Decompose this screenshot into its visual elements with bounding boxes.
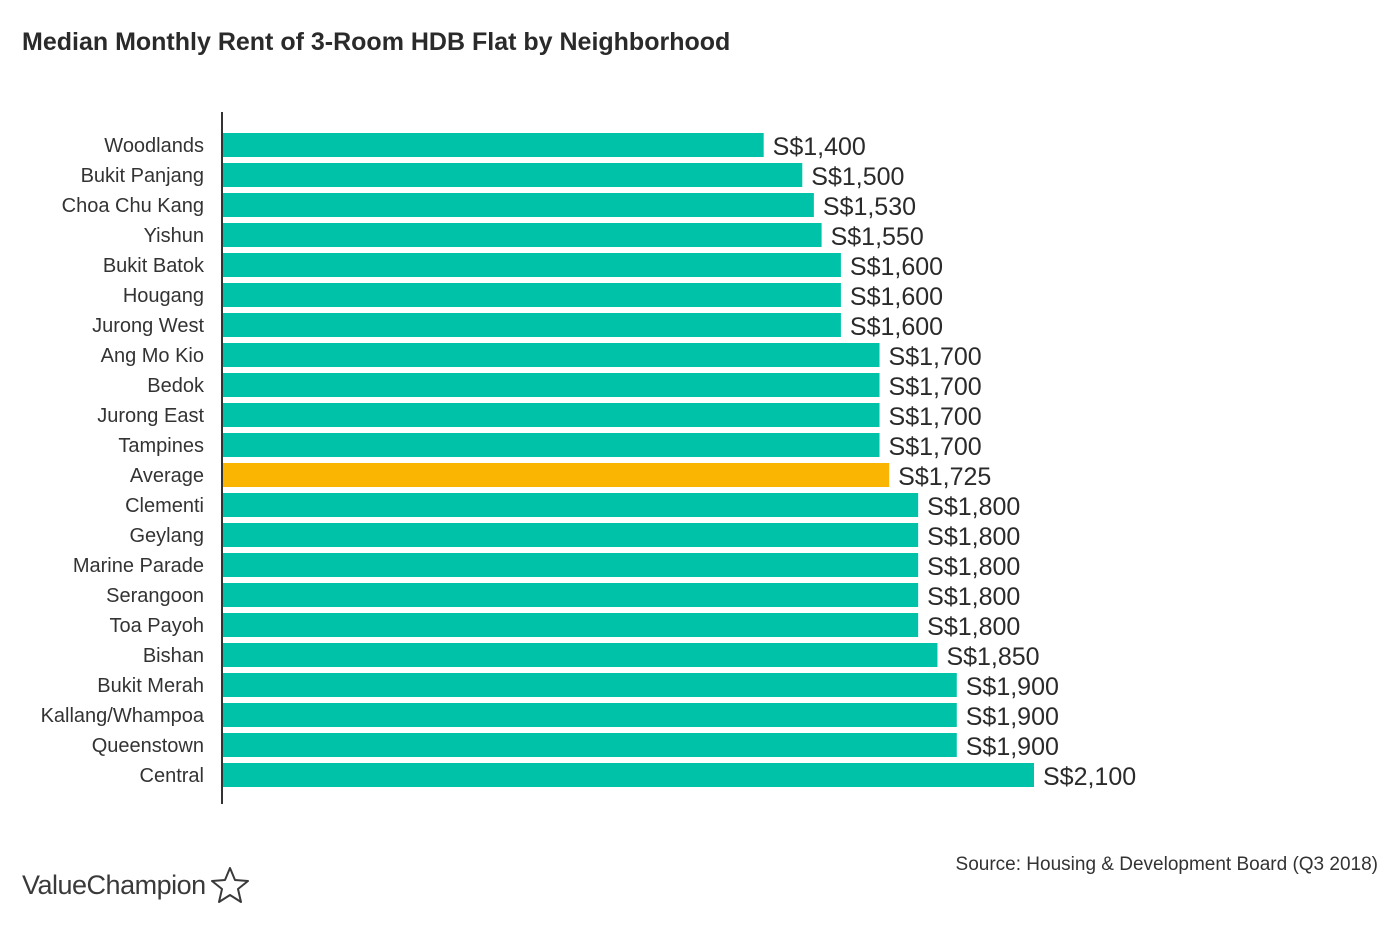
- value-label-average: S$1,725: [898, 463, 991, 491]
- star-outline-icon: [210, 867, 249, 903]
- bar-hougang: [223, 283, 841, 307]
- value-label-tampines: S$1,700: [889, 433, 982, 461]
- value-label-jurong-west: S$1,600: [850, 313, 943, 341]
- value-label-toa-payoh: S$1,800: [927, 613, 1020, 641]
- bar-bukit-panjang: [223, 163, 803, 187]
- category-label-choa-chu-kang: Choa Chu Kang: [62, 195, 204, 217]
- bar-central: [223, 763, 1034, 787]
- value-label-geylang: S$1,800: [927, 523, 1020, 551]
- value-label-yishun: S$1,550: [831, 223, 924, 251]
- category-label-serangoon: Serangoon: [106, 585, 204, 607]
- value-label-hougang: S$1,600: [850, 283, 943, 311]
- bar-choa-chu-kang: [223, 193, 814, 217]
- category-label-kallang-whampoa: Kallang/Whampoa: [41, 705, 205, 727]
- category-label-jurong-east: Jurong East: [97, 405, 204, 427]
- category-label-marine-parade: Marine Parade: [73, 555, 204, 577]
- bar-kallang-whampoa: [223, 703, 957, 727]
- category-label-central: Central: [140, 765, 204, 787]
- bar-marine-parade: [223, 553, 919, 577]
- value-label-ang-mo-kio: S$1,700: [889, 343, 982, 371]
- logo: ValueChampion: [22, 866, 250, 904]
- bar-bishan: [223, 643, 938, 667]
- value-label-woodlands: S$1,400: [773, 133, 866, 161]
- category-label-yishun: Yishun: [144, 225, 204, 247]
- value-label-bukit-panjang: S$1,500: [811, 163, 904, 191]
- value-label-bukit-batok: S$1,600: [850, 253, 943, 281]
- value-label-kallang-whampoa: S$1,900: [966, 703, 1059, 731]
- bar-ang-mo-kio: [223, 343, 880, 367]
- bar-jurong-west: [223, 313, 841, 337]
- category-label-average: Average: [130, 465, 204, 487]
- chart-title: Median Monthly Rent of 3-Room HDB Flat b…: [22, 28, 731, 56]
- value-label-central: S$2,100: [1043, 763, 1136, 791]
- value-label-serangoon: S$1,800: [927, 583, 1020, 611]
- value-label-clementi: S$1,800: [927, 493, 1020, 521]
- bar-geylang: [223, 523, 919, 547]
- category-label-queenstown: Queenstown: [92, 735, 204, 757]
- bar-bedok: [223, 373, 880, 397]
- value-label-choa-chu-kang: S$1,530: [823, 193, 916, 221]
- bar-woodlands: [223, 133, 764, 157]
- category-label-ang-mo-kio: Ang Mo Kio: [101, 345, 204, 367]
- bar-queenstown: [223, 733, 957, 757]
- value-label-bishan: S$1,850: [946, 643, 1039, 671]
- logo-text: ValueChampion: [22, 869, 206, 900]
- category-label-bishan: Bishan: [143, 645, 204, 667]
- category-label-clementi: Clementi: [125, 495, 204, 517]
- value-label-bukit-merah: S$1,900: [966, 673, 1059, 701]
- bar-tampines: [223, 433, 880, 457]
- bar-clementi: [223, 493, 919, 517]
- value-label-queenstown: S$1,900: [966, 733, 1059, 761]
- category-label-hougang: Hougang: [123, 285, 204, 307]
- category-label-woodlands: Woodlands: [104, 135, 204, 157]
- bar-jurong-east: [223, 403, 880, 427]
- category-label-jurong-west: Jurong West: [92, 315, 204, 337]
- bar-bukit-batok: [223, 253, 841, 277]
- value-label-marine-parade: S$1,800: [927, 553, 1020, 581]
- category-label-geylang: Geylang: [130, 525, 205, 547]
- category-label-bukit-panjang: Bukit Panjang: [81, 165, 204, 187]
- value-label-bedok: S$1,700: [889, 373, 982, 401]
- category-label-toa-payoh: Toa Payoh: [109, 615, 204, 637]
- category-label-bedok: Bedok: [147, 375, 205, 397]
- source-note: Source: Housing & Development Board (Q3 …: [955, 854, 1378, 875]
- value-label-jurong-east: S$1,700: [889, 403, 982, 431]
- bar-bukit-merah: [223, 673, 957, 697]
- category-label-tampines: Tampines: [118, 435, 204, 457]
- bar-toa-payoh: [223, 613, 919, 637]
- bar-yishun: [223, 223, 822, 247]
- bar-serangoon: [223, 583, 919, 607]
- bar-average: [223, 463, 890, 487]
- category-label-bukit-merah: Bukit Merah: [97, 675, 204, 697]
- category-label-bukit-batok: Bukit Batok: [103, 255, 205, 277]
